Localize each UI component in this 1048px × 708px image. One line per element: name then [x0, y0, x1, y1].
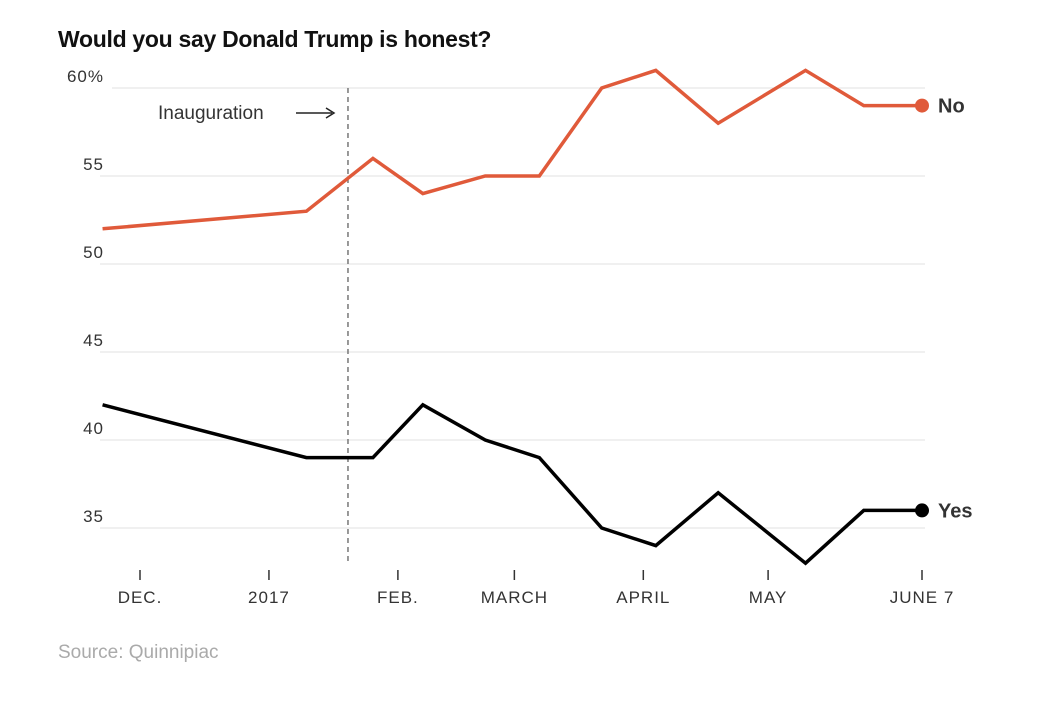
x-tick-label: APRIL [616, 588, 670, 607]
x-tick-label: JUNE 7 [890, 588, 955, 607]
x-tick-label: DEC. [118, 588, 163, 607]
x-tick-label: 2017 [248, 588, 290, 607]
arrow-right-icon [325, 107, 336, 119]
chart-title: Would you say Donald Trump is honest? [58, 26, 492, 52]
end-point-no [915, 98, 929, 113]
x-tick-label: MAY [749, 588, 788, 607]
inauguration-label: Inauguration [158, 103, 264, 124]
x-tick-label: MARCH [481, 588, 548, 607]
y-tick-label: 50 [83, 243, 104, 262]
source-note: Source: Quinnipiac [58, 642, 219, 663]
series-line-no [102, 68, 922, 231]
y-tick-label: 35 [83, 507, 104, 526]
end-point-yes [915, 503, 929, 518]
y-tick-label: 55 [83, 155, 104, 174]
y-tick-label: 60% [67, 67, 104, 86]
y-tick-label: 40 [83, 419, 104, 438]
series-line-yes [102, 402, 922, 566]
x-tick-label: FEB. [377, 588, 419, 607]
series-label-yes: Yes [938, 500, 972, 522]
y-tick-label: 45 [83, 331, 104, 350]
series-label-no: No [938, 96, 965, 118]
